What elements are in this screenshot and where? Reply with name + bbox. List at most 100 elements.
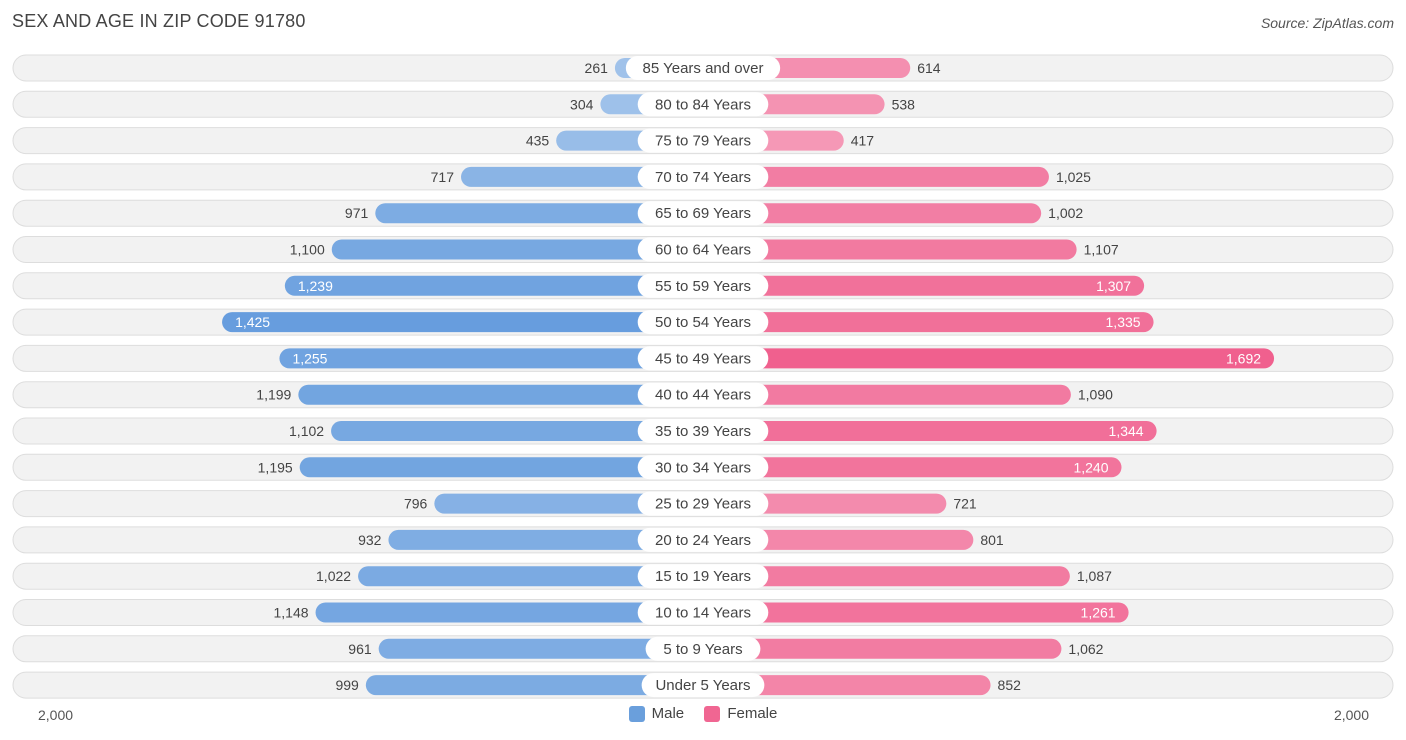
male-value-label: 1,102 [289, 423, 324, 439]
category-pill [637, 128, 769, 153]
category-pill [645, 636, 761, 661]
category-pill [637, 455, 769, 480]
category-label: 10 to 14 Years [655, 605, 751, 622]
male-value-label: 304 [570, 96, 594, 112]
male-value-label: 1,255 [292, 350, 327, 366]
male-bar [365, 675, 703, 696]
category-label: 45 to 49 Years [655, 350, 751, 367]
category-pill [625, 56, 781, 80]
legend: Male Female [0, 705, 1406, 726]
category-label: 5 to 9 Years [663, 641, 742, 658]
female-bar [703, 239, 1077, 260]
category-pill [637, 600, 769, 625]
legend-item-female[interactable]: Female [704, 705, 777, 722]
male-bar [331, 421, 703, 441]
category-label: 80 to 84 Years [655, 96, 751, 113]
category-label: 15 to 19 Years [655, 568, 751, 585]
axis-left-label: 2,000 [38, 707, 74, 723]
male-value-label: 999 [335, 677, 359, 693]
female-bar [703, 675, 991, 696]
female-value-label: 1,261 [1081, 605, 1116, 621]
female-bar [703, 312, 1154, 333]
female-value-label: 538 [892, 96, 916, 112]
male-value-label: 261 [585, 60, 609, 76]
legend-item-male[interactable]: Male [628, 705, 685, 722]
category-pill [637, 92, 769, 117]
female-bar [703, 638, 1062, 659]
category-label: 40 to 44 Years [655, 387, 751, 404]
male-bar [358, 566, 703, 587]
female-bar [703, 566, 1070, 587]
category-pill [637, 346, 769, 371]
female-value-label: 1,240 [1073, 459, 1108, 475]
category-label: 30 to 34 Years [655, 459, 751, 476]
female-bar [703, 203, 1042, 224]
male-bar [375, 203, 703, 224]
female-value-label: 417 [851, 133, 875, 149]
category-pill [637, 491, 769, 516]
category-pill [637, 164, 769, 189]
female-swatch [704, 705, 721, 722]
category-pill [641, 673, 765, 698]
category-label: 50 to 54 Years [655, 314, 751, 331]
legend-label-male: Male [651, 705, 685, 722]
category-label: 25 to 29 Years [655, 496, 751, 513]
female-value-label: 852 [998, 677, 1022, 693]
axis-right-label: 2,000 [1333, 707, 1369, 723]
female-bar [703, 457, 1122, 478]
female-value-label: 1,087 [1077, 568, 1112, 584]
category-pill [637, 382, 769, 407]
female-bar [703, 602, 1129, 623]
category-label: 65 to 69 Years [655, 205, 751, 222]
female-value-label: 1,025 [1056, 169, 1091, 185]
male-bar [279, 348, 703, 369]
category-label: 20 to 24 Years [655, 532, 751, 549]
category-label: 60 to 64 Years [655, 242, 751, 259]
male-bar [388, 529, 703, 550]
chart-title: SEX AND AGE IN ZIP CODE 91780 [12, 11, 306, 31]
male-value-label: 971 [345, 205, 369, 221]
male-bar [299, 457, 703, 478]
female-bar [703, 348, 1275, 369]
male-bar [434, 493, 703, 514]
category-pill [637, 527, 769, 552]
male-value-label: 1,425 [235, 314, 270, 330]
female-bar [703, 166, 1049, 187]
male-bar [378, 638, 703, 659]
female-value-label: 1,335 [1106, 314, 1141, 330]
category-label: 35 to 39 Years [655, 423, 751, 440]
legend-label-female: Female [727, 705, 778, 722]
male-value-label: 796 [404, 496, 428, 512]
male-bar [222, 312, 703, 333]
female-value-label: 1,002 [1048, 205, 1083, 221]
female-value-label: 721 [953, 496, 977, 512]
female-value-label: 1,344 [1109, 423, 1144, 439]
male-bar [298, 384, 703, 405]
male-value-label: 1,022 [316, 568, 351, 584]
female-value-label: 1,307 [1096, 278, 1131, 294]
category-label: 55 to 59 Years [655, 278, 751, 295]
female-value-label: 1,090 [1078, 387, 1113, 403]
male-swatch [628, 705, 645, 722]
male-value-label: 1,195 [258, 459, 293, 475]
female-bar [703, 275, 1145, 296]
category-pill [637, 201, 769, 226]
female-bar [703, 529, 974, 550]
male-bar [315, 602, 703, 623]
female-value-label: 1,062 [1068, 641, 1103, 657]
female-value-label: 1,107 [1084, 242, 1119, 258]
male-value-label: 717 [431, 169, 455, 185]
female-value-label: 614 [917, 60, 941, 76]
female-bar [703, 421, 1157, 441]
category-pill [637, 564, 769, 589]
female-value-label: 801 [980, 532, 1004, 548]
category-label: 85 Years and over [643, 60, 764, 77]
male-value-label: 1,148 [274, 605, 309, 621]
female-value-label: 1,692 [1226, 350, 1261, 366]
category-label: 75 to 79 Years [655, 133, 751, 150]
category-pill [637, 419, 769, 443]
category-pill [637, 310, 769, 335]
male-value-label: 1,199 [256, 387, 291, 403]
male-value-label: 1,239 [298, 278, 333, 294]
